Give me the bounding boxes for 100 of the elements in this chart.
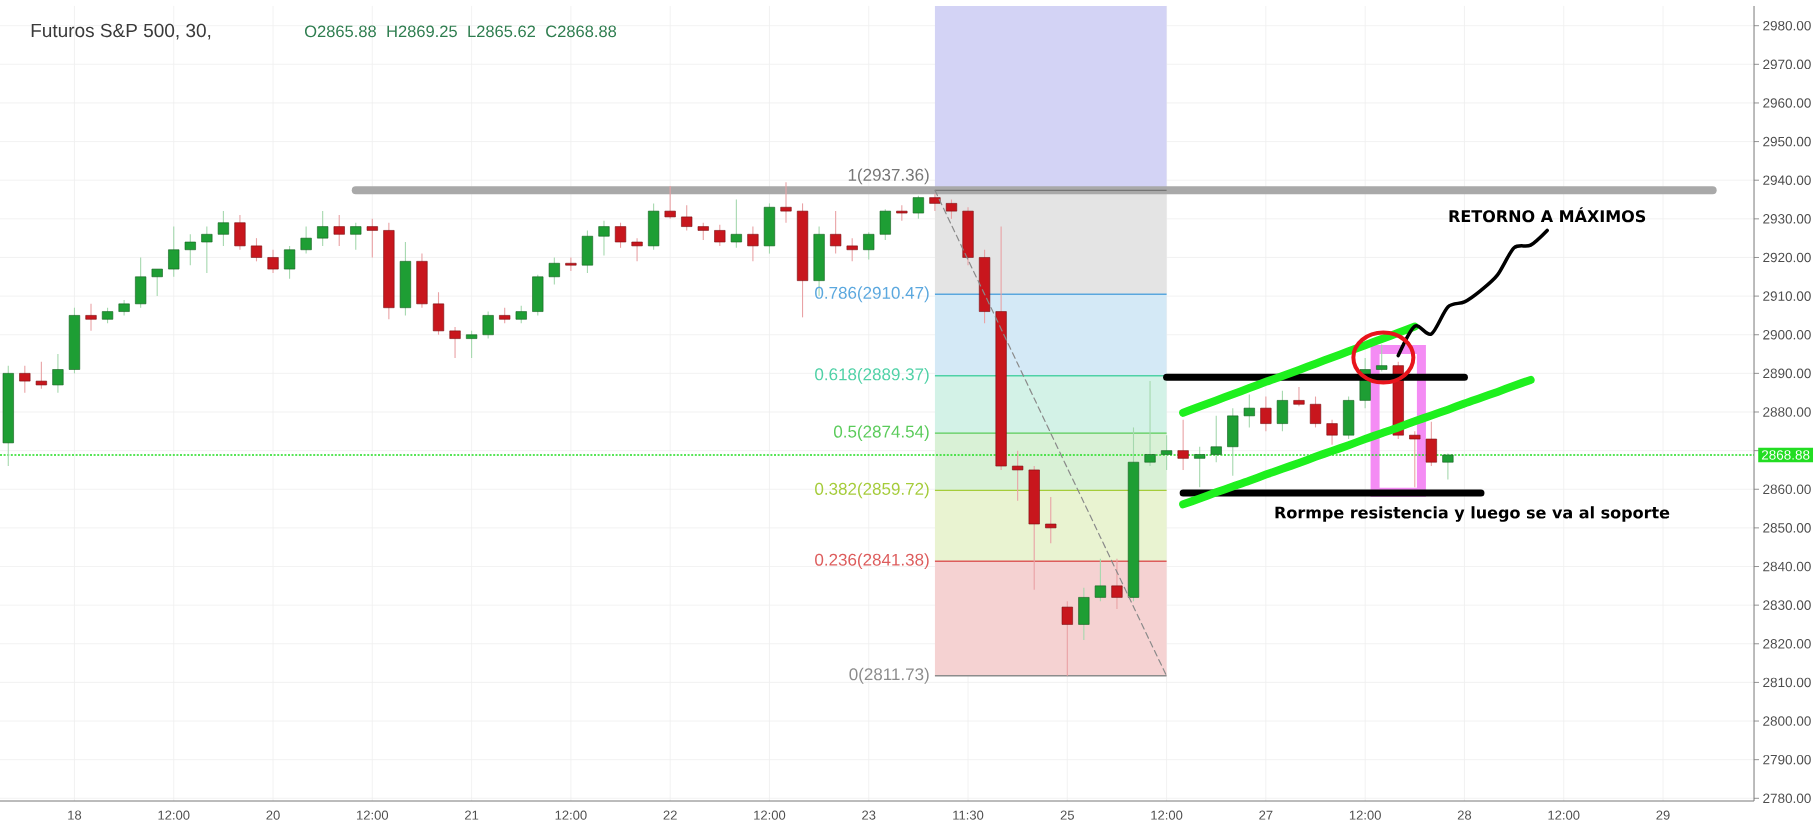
y-tick-label: 2810.00 <box>1763 677 1811 688</box>
candlestick <box>945 198 958 220</box>
candlestick <box>449 326 461 359</box>
line-series <box>1396 228 1549 358</box>
candlestick <box>283 245 296 280</box>
text: Futuros S&P 500, 30, <box>31 23 211 40</box>
ref-line-label: 0.618(2889.37) <box>815 367 929 384</box>
candlestick <box>151 268 163 297</box>
candlestick <box>730 198 742 249</box>
x-tick-label: 27 <box>1259 810 1273 820</box>
x-tick-label: 12:00 <box>1548 810 1580 820</box>
x-tick-label: 12:00 <box>1349 810 1381 820</box>
ref-line-label: 1(2937.36) <box>848 168 929 185</box>
candlestick <box>19 365 31 394</box>
candlestick <box>300 226 312 255</box>
candlestick <box>1409 430 1421 488</box>
x-tick-label: 12:00 <box>754 810 786 820</box>
candlestick <box>846 237 858 262</box>
ref-line-label: 2868.88 <box>1761 450 1810 460</box>
annotation: Rormpe resistencia y luego se va al soporte <box>1275 506 1670 522</box>
y-tick-label: 2910.00 <box>1763 291 1811 301</box>
ref-line-label: 0.236(2841.38) <box>815 553 929 570</box>
annotation: O2865.88 <box>304 25 376 38</box>
candlestick <box>912 195 924 220</box>
candlestick <box>1061 600 1073 677</box>
series-label: RETORNO A MÁXIMOS <box>1449 207 1646 223</box>
y-tick-label: 2790.00 <box>1763 754 1811 765</box>
candlestick <box>1425 421 1437 467</box>
y-tick-label: 2880.00 <box>1763 407 1811 417</box>
x-tick-label: 28 <box>1457 810 1472 820</box>
x-tick-label: 12:00 <box>357 810 389 820</box>
y-tick-label: 2940.00 <box>1763 175 1811 185</box>
candlestick <box>1326 419 1338 446</box>
y-tick-label: 2800.00 <box>1763 716 1811 726</box>
x-tick-label: 20 <box>266 810 280 820</box>
y-tick-label: 2980.00 <box>1763 20 1811 31</box>
candlestick <box>1194 446 1206 488</box>
candlestick <box>681 204 693 231</box>
candlestick <box>747 226 759 262</box>
candlestick <box>1177 419 1189 471</box>
candlestick <box>1045 496 1057 544</box>
y-tick-label: 2890.00 <box>1763 368 1811 379</box>
candlestick <box>614 222 627 249</box>
candlestick <box>250 237 263 262</box>
candlestick <box>548 256 560 286</box>
x-tick-label: 25 <box>1060 810 1074 820</box>
candlestick <box>879 208 891 241</box>
candlestick <box>598 220 610 257</box>
x-tick-label: 23 <box>862 810 876 820</box>
candlestick <box>85 303 97 332</box>
candlestick <box>234 214 246 251</box>
candlestick <box>1260 395 1272 432</box>
line-series <box>934 189 1168 677</box>
ref-line-label: 0(2811.73) <box>849 667 929 684</box>
candlestick <box>217 210 229 247</box>
candlestick <box>482 311 494 340</box>
candlestick <box>1094 558 1106 602</box>
candlestick <box>631 237 643 262</box>
ref-line-label: 0.786(2910.47) <box>815 286 929 303</box>
candlestick <box>830 210 842 255</box>
candlestick <box>565 256 577 272</box>
candlestick <box>350 222 362 251</box>
y-tick-label: 2860.00 <box>1763 484 1811 495</box>
x-tick-label: 29 <box>1656 810 1670 820</box>
y-tick-label: 2960.00 <box>1763 98 1811 108</box>
candlestick <box>52 353 64 394</box>
y-tick-label: 2930.00 <box>1763 214 1811 224</box>
candlestick <box>1210 415 1222 463</box>
candlestick <box>317 210 329 247</box>
candlestick <box>35 361 47 390</box>
x-tick-label: 22 <box>663 810 677 820</box>
x-tick-label: 18 <box>68 810 82 820</box>
candlestick <box>1442 452 1454 481</box>
candlestick <box>1376 343 1388 372</box>
y-tick-label: 2920.00 <box>1763 252 1811 263</box>
candlestick <box>466 330 478 359</box>
candlestick <box>1293 386 1305 407</box>
candlestick <box>333 214 345 247</box>
y-tick-label: 2950.00 <box>1763 136 1811 147</box>
candlestick <box>184 233 196 266</box>
y-tick-label: 2830.00 <box>1763 600 1811 610</box>
y-tick-label: 2840.00 <box>1763 561 1811 572</box>
candlestick <box>929 193 941 212</box>
candlestick <box>168 226 180 278</box>
y-tick-label: 2900.00 <box>1763 329 1811 340</box>
candlestick <box>1144 380 1156 467</box>
annotation: C2868.88 <box>546 25 617 38</box>
ref-line-label: 0.5(2874.54) <box>833 425 929 441</box>
y-tick-label: 2970.00 <box>1763 59 1811 70</box>
x-tick-label: 12:00 <box>555 810 587 820</box>
candlestick <box>664 185 676 220</box>
x-tick-label: 21 <box>465 810 479 820</box>
candlestick <box>267 249 279 274</box>
candlestick <box>201 226 213 274</box>
candlestick <box>366 218 378 259</box>
candlestick <box>1243 394 1255 428</box>
y-tick-label: 2820.00 <box>1763 639 1811 649</box>
candlestick <box>1012 450 1024 502</box>
annotation: L2865.62 <box>468 25 536 38</box>
candlestick <box>863 231 875 260</box>
